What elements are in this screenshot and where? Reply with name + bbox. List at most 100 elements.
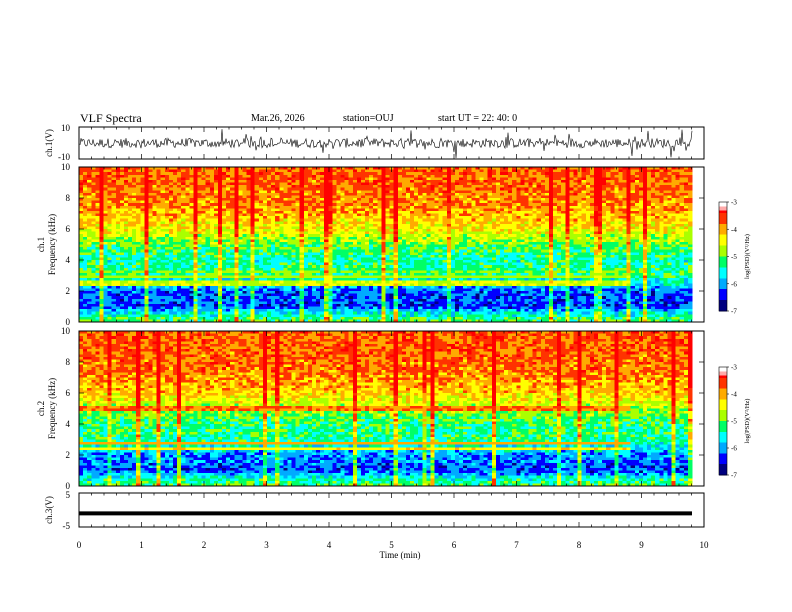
spectrogram-cell (598, 174, 603, 178)
spectrogram-cell (213, 192, 219, 196)
spectrogram-cell (356, 190, 362, 194)
spectrogram-cell (475, 172, 480, 176)
spectrogram-cell (598, 226, 603, 230)
spectrogram-cell (177, 187, 182, 191)
spectrogram-cell (140, 221, 145, 225)
spectrogram-cell (463, 192, 468, 196)
spectrogram-cell (271, 236, 276, 240)
spectrogram-cell (557, 177, 562, 181)
spectrogram-cell (103, 229, 109, 232)
spectrogram-cell (250, 216, 256, 220)
spectrogram-cell (226, 229, 231, 232)
spectrogram-cell (115, 244, 121, 248)
spectrogram-cell (373, 187, 378, 191)
spectrogram-cell (275, 229, 280, 232)
spectrogram-cell (634, 236, 640, 240)
spectrogram-cell (320, 172, 325, 176)
spectrogram-cell (622, 210, 628, 214)
spectrogram-cell (659, 179, 664, 183)
spectrogram-cell (459, 172, 464, 176)
spectrogram-cell (614, 216, 619, 220)
spectrogram-cell (336, 174, 341, 178)
spectrogram-cell (434, 200, 440, 204)
spectrogram-cell (79, 221, 84, 225)
spectrogram-cell (418, 177, 423, 181)
spectrogram-cell (630, 169, 636, 173)
spectrogram-cell (405, 226, 411, 230)
spectrogram-cell (630, 216, 636, 220)
spectrogram-cell (340, 185, 346, 189)
spectrogram-cell (144, 247, 149, 251)
spectrogram-cell (561, 200, 566, 204)
spectrogram-cell (475, 216, 480, 220)
spectrogram-cell (544, 200, 550, 204)
spectrogram-cell (438, 223, 444, 227)
spectrogram-cell (585, 174, 591, 178)
spectrogram-cell (279, 249, 284, 253)
spectrogram-cell (467, 187, 472, 191)
spectrogram-cell (569, 187, 574, 191)
spectrogram-cell (459, 241, 464, 245)
spectrogram-cell (197, 167, 202, 170)
spectrogram-cell (377, 213, 382, 217)
spectrogram-cell (614, 190, 619, 194)
spectrogram-cell (107, 221, 113, 225)
spectrogram-cell (222, 241, 227, 245)
spectrogram-cell (250, 236, 256, 240)
spectrogram-cell (193, 182, 198, 186)
spectrogram-cell (348, 208, 354, 212)
spectrogram-cell (504, 190, 509, 194)
spectrogram-cell (283, 241, 288, 245)
spectrogram-cell (659, 172, 664, 176)
spectrogram-cell (475, 221, 480, 225)
spectrogram-cell (593, 239, 599, 243)
spectrogram-cell (123, 185, 129, 189)
spectrogram-cell (336, 239, 341, 243)
spectrogram-cell (295, 210, 301, 214)
spectrogram-cell (205, 234, 211, 238)
spectrogram-cell (152, 203, 158, 207)
spectrogram-cell (389, 218, 395, 222)
spectrogram-cell (340, 213, 346, 217)
spectrogram-cell (291, 218, 296, 222)
spectrogram-cell (332, 182, 337, 186)
spectrogram-cell (299, 218, 305, 222)
spectrogram-cell (634, 210, 640, 214)
spectrogram-cell (606, 210, 611, 214)
spectrogram-cell (663, 236, 668, 240)
spectrogram-cell (499, 167, 505, 170)
spectrogram-cell (655, 182, 660, 186)
spectrogram-cell (405, 200, 411, 204)
spectrogram-cell (573, 247, 578, 251)
spectrogram-cell (238, 226, 243, 230)
spectrogram-cell (389, 174, 395, 178)
spectrogram-cell (385, 221, 390, 225)
spectrogram-cell (606, 182, 611, 186)
spectrogram-cell (610, 187, 615, 191)
spectrogram-cell (238, 244, 243, 248)
spectrogram-cell (528, 167, 534, 170)
spectrogram-cell (168, 244, 174, 248)
spectrogram-cell (307, 179, 313, 183)
spectrogram-cell (528, 221, 534, 225)
spectrogram-cell (679, 179, 685, 183)
spectrogram-cell (536, 187, 542, 191)
spectrogram-cell (356, 247, 362, 251)
spectrogram-cell (115, 210, 121, 214)
spectrogram-cell (103, 190, 109, 194)
spectrogram-cell (536, 172, 542, 176)
spectrogram-cell (683, 174, 689, 178)
spectrogram-cell (405, 241, 411, 245)
spectrogram-cell (577, 216, 583, 220)
spectrogram-cell (238, 185, 243, 189)
spectrogram-cell (275, 172, 280, 176)
spectrogram-cell (679, 182, 685, 186)
spectrogram-cell (393, 167, 399, 170)
spectrogram-cell (107, 229, 113, 232)
spectrogram-cell (193, 213, 198, 217)
spectrogram-cell (385, 169, 390, 173)
spectrogram-cell (311, 172, 317, 176)
spectrogram-cell (213, 185, 219, 189)
spectrogram-cell (634, 192, 640, 196)
spectrogram-cell (593, 169, 599, 173)
